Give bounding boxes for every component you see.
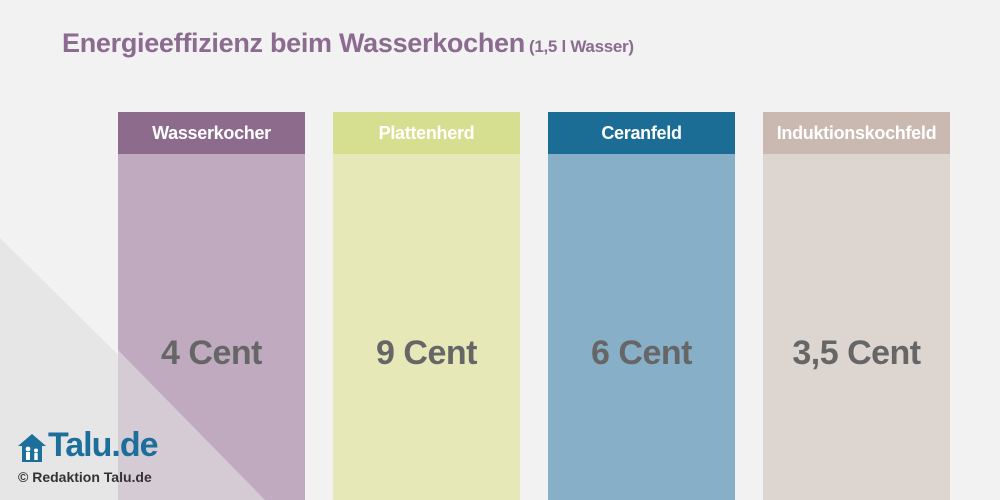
- column-plattenherd: Plattenherd 9 Cent: [333, 112, 520, 500]
- talu-logo: Talu.de: [18, 428, 158, 462]
- column-header: Induktionskochfeld: [763, 112, 950, 154]
- house-family-icon: [18, 434, 46, 462]
- column-overlay: [118, 350, 265, 500]
- column-ceranfeld: Ceranfeld 6 Cent: [548, 112, 735, 500]
- subtitle-text: (1,5 l Wasser): [528, 37, 634, 56]
- column-induktionskochfeld: Induktionskochfeld 3,5 Cent: [763, 112, 950, 500]
- credit-text: © Redaktion Talu.de: [18, 469, 152, 485]
- title-text: Energieeffizienz beim Wasserkochen: [62, 28, 525, 58]
- logo-text: Talu.de: [48, 426, 158, 464]
- column-body: 6 Cent: [548, 154, 735, 500]
- column-header: Ceranfeld: [548, 112, 735, 154]
- column-wasserkocher: Wasserkocher 4 Cent: [118, 112, 305, 500]
- column-value: 3,5 Cent: [792, 334, 921, 372]
- column-body: 3,5 Cent: [763, 154, 950, 500]
- column-value: 4 Cent: [161, 334, 262, 372]
- column-header: Plattenherd: [333, 112, 520, 154]
- column-value: 9 Cent: [376, 334, 477, 372]
- chart-title: Energieeffizienz beim Wasserkochen (1,5 l…: [62, 28, 634, 59]
- column-body: 4 Cent: [118, 154, 305, 500]
- column-header: Wasserkocher: [118, 112, 305, 154]
- column-value: 6 Cent: [591, 334, 692, 372]
- column-body: 9 Cent: [333, 154, 520, 500]
